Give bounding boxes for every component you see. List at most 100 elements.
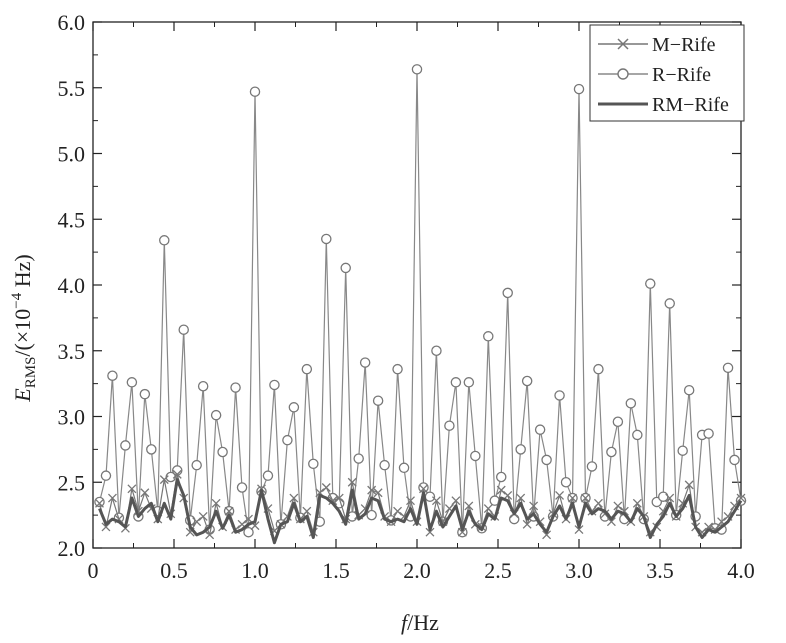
- x-tick-label: 4.0: [727, 558, 755, 583]
- data-point-r-rife: [359, 357, 371, 368]
- data-point-r-rife: [722, 362, 734, 374]
- data-point-r-rife: [534, 424, 546, 435]
- y-tick-label: 4.0: [58, 273, 86, 298]
- data-point-r-rife: [178, 324, 189, 335]
- data-point-r-rife: [645, 278, 656, 289]
- data-point-m-rife: [192, 517, 202, 527]
- data-point-r-rife: [392, 363, 403, 375]
- data-point-m-rife: [606, 517, 616, 527]
- x-axis-ticks: 0 0.5 1.0 1.5 2.0 2.5 3.0 3.5 4.0: [88, 22, 755, 583]
- data-point-m-rife: [568, 493, 577, 503]
- data-point-r-rife: [366, 509, 377, 521]
- data-point-m-rife: [328, 496, 338, 506]
- data-point-r-rife: [483, 331, 494, 342]
- data-point-r-rife: [262, 470, 274, 481]
- x-axis-label-italic: f: [401, 610, 410, 635]
- data-point-m-rife: [581, 493, 590, 503]
- data-point-m-rife: [632, 498, 642, 508]
- data-point-r-rife: [230, 382, 241, 393]
- legend-marker-m-rife: [617, 38, 629, 50]
- data-point-m-rife: [431, 496, 441, 506]
- data-point-m-rife: [321, 483, 331, 492]
- data-point-r-rife: [508, 513, 520, 525]
- y-tick-label: 4.5: [58, 207, 86, 232]
- series-r-rife: [94, 64, 747, 538]
- data-point-m-rife: [665, 493, 675, 503]
- x-tick-label: 0.5: [160, 558, 188, 583]
- data-point-m-rife: [736, 493, 746, 503]
- data-point-m-rife: [555, 490, 565, 500]
- data-point-r-rife: [340, 262, 351, 274]
- data-point-r-rife: [159, 235, 170, 246]
- legend-label-rm-rife: RM−Rife: [652, 94, 729, 116]
- data-point-m-rife: [334, 493, 344, 503]
- data-point-r-rife: [502, 287, 513, 299]
- data-point-r-rife: [288, 402, 300, 413]
- y-axis-label-rest2: Hz): [10, 254, 35, 292]
- data-point-r-rife: [664, 298, 675, 309]
- data-point-m-rife: [302, 506, 312, 516]
- data-point-m-rife: [101, 522, 111, 532]
- data-point-m-rife: [406, 496, 415, 506]
- data-point-r-rife: [353, 453, 364, 464]
- data-point-r-rife: [282, 434, 293, 446]
- y-axis-ticks: 2.0 2.5 3.0 3.5 4.0 4.5 5.0 5.5 6.0: [58, 10, 741, 561]
- y-axis-label-italic: E: [10, 388, 35, 403]
- data-point-m-rife: [373, 488, 383, 498]
- data-point-m-rife: [224, 506, 234, 516]
- data-point-m-rife: [289, 493, 299, 503]
- data-point-m-rife: [127, 484, 137, 494]
- y-axis-label-sup: −4: [9, 292, 25, 308]
- data-point-r-rife: [301, 363, 313, 375]
- y-tick-label: 5.5: [58, 76, 86, 101]
- data-point-m-rife: [593, 498, 603, 508]
- legend-label-m-rife: M−Rife: [652, 34, 716, 56]
- data-point-r-rife: [372, 395, 384, 406]
- data-point-r-rife: [411, 64, 423, 75]
- data-point-r-rife: [632, 429, 643, 441]
- series-line-r-rife: [98, 68, 742, 533]
- data-point-r-rife: [606, 446, 617, 458]
- x-tick-label: 1.5: [322, 558, 350, 583]
- y-tick-label: 5.0: [58, 142, 86, 167]
- series-rm-rife: [98, 478, 743, 545]
- data-point-m-rife: [347, 477, 357, 487]
- data-point-r-rife: [120, 440, 131, 451]
- data-point-m-rife: [172, 469, 182, 479]
- data-point-m-rife: [367, 485, 377, 495]
- data-point-m-rife: [684, 480, 694, 490]
- data-point-r-rife: [139, 388, 151, 400]
- x-tick-label: 1.0: [241, 558, 269, 583]
- x-tick-label: 0: [88, 558, 99, 583]
- data-point-r-rife: [683, 384, 695, 396]
- data-point-r-rife: [236, 482, 248, 493]
- data-point-m-rife: [425, 527, 435, 537]
- data-point-r-rife: [703, 428, 714, 439]
- data-point-r-rife: [308, 458, 319, 470]
- data-point-r-rife: [191, 459, 202, 471]
- y-axis-label-rest1: /(×10: [10, 309, 35, 357]
- x-tick-label: 2.5: [484, 558, 512, 583]
- y-tick-label: 2.0: [58, 536, 86, 561]
- data-point-r-rife: [107, 370, 118, 381]
- data-point-m-rife: [542, 530, 552, 540]
- x-axis-label: f/Hz: [401, 610, 439, 635]
- x-axis-label-unit: /Hz: [407, 610, 439, 635]
- data-point-m-rife: [159, 475, 169, 485]
- data-point-r-rife: [463, 377, 475, 388]
- y-axis-label-sub: RMS: [23, 357, 39, 389]
- data-point-m-rife: [393, 506, 403, 516]
- data-point-r-rife: [729, 454, 740, 466]
- data-point-r-rife: [398, 462, 410, 474]
- data-point-r-rife: [677, 445, 688, 456]
- data-point-r-rife: [495, 471, 507, 483]
- data-point-m-rife: [529, 501, 539, 511]
- data-point-r-rife: [593, 363, 604, 375]
- data-point-m-rife: [457, 527, 467, 537]
- legend-marker-r-rife: [617, 68, 629, 80]
- data-point-r-rife: [379, 459, 390, 471]
- data-point-r-rife: [554, 390, 565, 401]
- data-point-r-rife: [625, 398, 637, 409]
- data-point-r-rife: [470, 450, 481, 462]
- data-point-r-rife: [657, 491, 669, 502]
